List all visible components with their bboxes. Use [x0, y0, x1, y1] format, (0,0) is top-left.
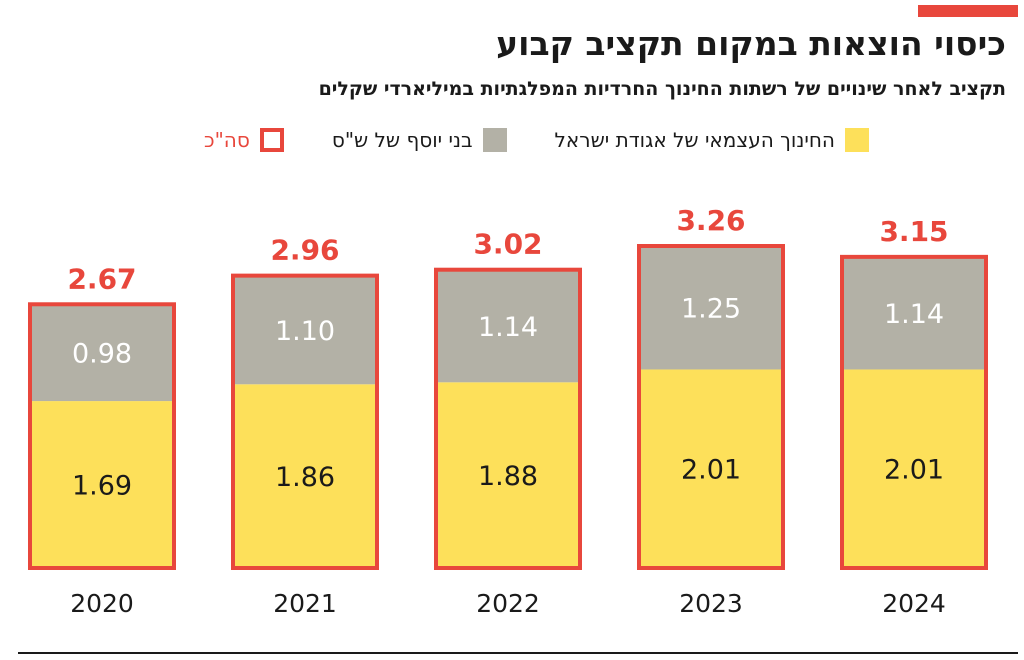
bottom-divider	[18, 652, 1018, 654]
bar-total-outline	[231, 273, 379, 570]
bar-total-outline	[28, 302, 176, 570]
bar-segment-atzmai	[233, 384, 377, 568]
value-label-atzmai: 1.86	[275, 462, 335, 493]
accent-bar	[918, 5, 1018, 17]
bar-segment-atzmai	[30, 401, 174, 568]
legend-swatch-atzmai	[845, 128, 869, 152]
bar-segment-bnei-yosef	[639, 246, 783, 370]
x-tick-label: 2021	[273, 589, 337, 618]
x-tick-label: 2022	[476, 589, 540, 618]
bar-total-outline	[637, 244, 785, 570]
chart-subtitle: תקציב לאחר שינויים של רשתות החינוך החרדי…	[318, 78, 1006, 100]
bar-segment-bnei-yosef	[842, 256, 986, 370]
legend-label-bnei-yosef: בני יוסף של ש"ס	[331, 128, 473, 152]
bar-total-outline	[840, 254, 988, 570]
legend-item-atzmai: החינוך העצמאי של אגודת ישראל	[555, 128, 869, 152]
bar-segment-atzmai	[842, 369, 986, 568]
chart-title: כיסוי הוצאות במקום תקציב קבוע	[496, 24, 1006, 63]
legend-swatch-bnei-yosef	[482, 128, 507, 152]
legend-item-bnei-yosef: בני יוסף של ש"ס	[332, 128, 507, 152]
x-tick-label: 2024	[882, 589, 946, 618]
x-tick-label: 2023	[679, 589, 743, 618]
value-label-atzmai: 1.69	[72, 471, 132, 502]
legend: החינוך העצמאי של אגודת ישראל בני יוסף של…	[204, 128, 869, 152]
value-label-bnei-yosef: 0.98	[72, 339, 132, 370]
value-label-bnei-yosef: 1.10	[275, 316, 335, 347]
bar-segment-atzmai	[639, 369, 783, 568]
value-label-bnei-yosef: 1.14	[478, 312, 538, 343]
bar-segment-atzmai	[436, 382, 580, 568]
legend-label-total: סה"כ	[204, 128, 250, 152]
value-label-total: 3.15	[879, 215, 948, 248]
value-label-total: 3.26	[676, 204, 745, 237]
legend-swatch-total	[259, 128, 284, 152]
legend-label-atzmai: החינוך העצמאי של אגודת ישראל	[554, 128, 835, 152]
value-label-total: 2.96	[270, 234, 339, 267]
value-label-atzmai: 2.01	[681, 455, 741, 486]
bar-total-outline	[434, 267, 582, 570]
bar-segment-bnei-yosef	[233, 275, 377, 385]
value-label-bnei-yosef: 1.25	[681, 294, 741, 325]
bar-segment-bnei-yosef	[30, 304, 174, 402]
value-label-total: 2.67	[67, 262, 136, 295]
x-tick-label: 2020	[70, 589, 134, 618]
value-label-atzmai: 2.01	[884, 455, 944, 486]
value-label-bnei-yosef: 1.14	[884, 299, 944, 330]
value-label-atzmai: 1.88	[478, 461, 538, 492]
value-label-total: 3.02	[473, 228, 542, 261]
bar-segment-bnei-yosef	[436, 269, 580, 383]
legend-item-total: סה"כ	[204, 128, 284, 152]
